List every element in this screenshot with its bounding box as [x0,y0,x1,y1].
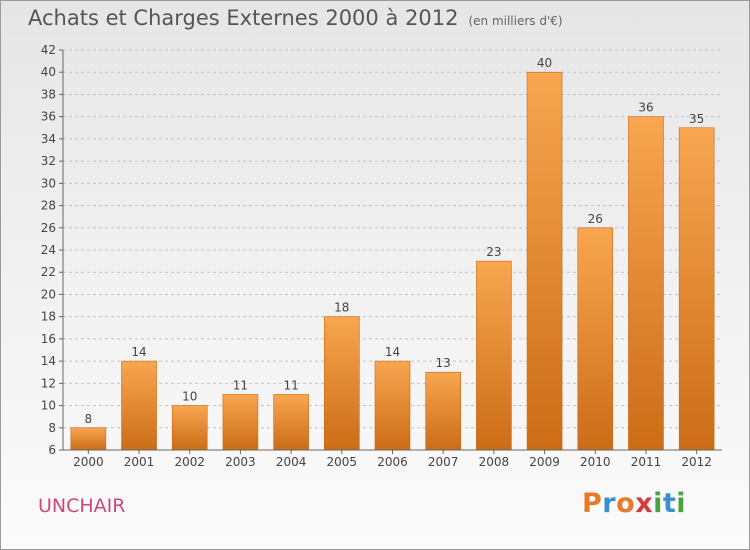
y-tick-label: 18 [41,310,56,324]
y-tick-label: 28 [41,199,56,213]
bar-value-label: 18 [334,301,349,315]
x-tick-label: 2002 [174,455,205,469]
bar-value-label: 11 [283,378,298,392]
commune-name: UNCHAIR [38,495,126,517]
bar-value-label: 13 [436,356,451,370]
bar [70,427,107,451]
logo-letter: P [582,488,603,519]
x-axis: 2000 2001 2002 2003 2004 2005 2006 2007 2008 2009… [63,449,722,469]
bar [273,394,309,451]
bar-value-label: 40 [537,56,552,70]
logo-letter: i [653,488,663,519]
y-tick-label: 14 [41,354,56,368]
bar-value-label: 23 [486,245,501,259]
chart-title: Achats et Charges Externes 2000 à 2012 (e… [28,6,563,30]
x-tick-label: 2007 [428,455,459,469]
bar [121,360,157,451]
x-tick-label: 2003 [225,455,256,469]
logo-letter: o [616,488,636,519]
y-tick-label: 16 [41,332,56,346]
bar-value-label: 11 [233,378,248,392]
y-tick-label: 40 [41,65,56,79]
bar [476,260,512,451]
bars: 8 14 10 11 11 18 14 13 23 40 26 36 35 [70,56,715,451]
logo-letter: i [676,488,687,519]
y-tick-label: 8 [48,421,56,435]
x-tick-label: 2000 [73,455,104,469]
bar-value-label: 14 [385,345,400,359]
y-tick-label: 6 [48,443,56,457]
x-tick-label: 2009 [529,455,560,469]
bar [425,371,461,451]
x-tick-label: 2006 [377,455,408,469]
x-tick-label: 2010 [580,455,611,469]
y-tick-label: 22 [41,265,56,279]
x-tick-label: 2008 [479,455,510,469]
logo-letter: x [635,488,654,519]
bar-value-label: 8 [85,412,93,426]
y-tick-label: 12 [41,376,56,390]
x-tick-label: 2001 [124,455,155,469]
y-tick-label: 20 [41,287,56,301]
chart-subtitle: (en milliers d'€) [468,14,563,28]
logo-letter: t [662,488,677,519]
x-tick-label: 2004 [276,455,307,469]
bar [374,360,411,451]
y-axis: 6 8 10 12 14 16 18 20 22 24 26 28 30 32 34 36 38 40 42 [41,43,64,457]
bar-value-label: 26 [588,212,603,226]
y-tick-label: 26 [41,221,56,235]
bar [324,316,360,451]
bar [577,227,614,451]
x-tick-label: 2005 [327,455,358,469]
chart-title-text: Achats et Charges Externes 2000 à 2012 [28,6,459,30]
bar [222,394,259,451]
bar-value-label: 35 [689,112,704,126]
bar-value-label: 36 [638,101,653,115]
bar [171,405,208,451]
bar-value-label: 14 [131,345,146,359]
x-tick-label: 2011 [631,455,662,469]
y-tick-label: 38 [41,87,56,101]
y-tick-label: 42 [41,43,56,57]
y-tick-label: 34 [41,132,56,146]
bar [678,127,715,451]
bar-value-label: 10 [182,390,197,404]
logo-letter: r [602,488,617,519]
y-tick-label: 24 [41,243,56,257]
y-tick-label: 30 [41,176,56,190]
bar [526,71,563,451]
y-tick-label: 36 [41,110,56,124]
bar [628,116,664,451]
proxiti-logo: Proxiti [582,488,686,519]
x-tick-label: 2012 [681,455,712,469]
y-tick-label: 32 [41,154,56,168]
y-tick-label: 10 [41,399,56,413]
